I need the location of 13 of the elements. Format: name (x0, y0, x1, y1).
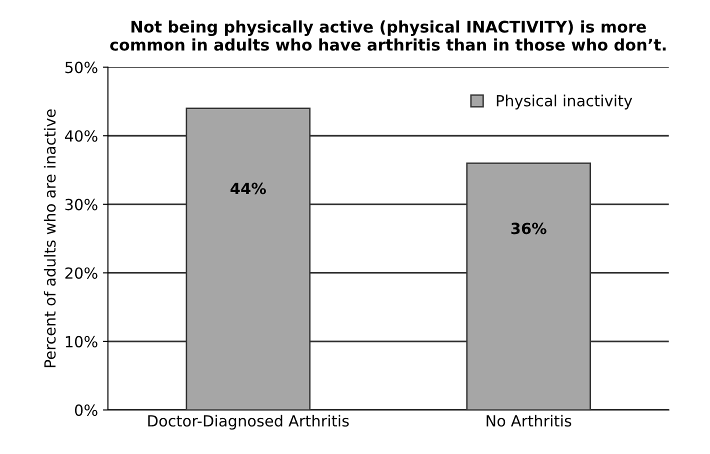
x-tick-label: No Arthritis (486, 414, 572, 427)
y-axis-title: Percent of adults who are inactive (44, 109, 56, 368)
y-tick-label: 50% (65, 62, 98, 74)
data-label: 36% (511, 222, 546, 234)
x-tick-label: Doctor-Diagnosed Arthritis (148, 414, 349, 430)
legend-label: Physical inactivity (496, 94, 632, 110)
y-tick-label: 10% (66, 336, 98, 348)
data-label: 44% (230, 182, 266, 194)
y-tick-label: 30% (65, 198, 98, 210)
chart-title: Not being physically active (physical INACTIVITY) is more common in adults who have arthritis than in those who don’t. (110, 20, 666, 51)
y-tick-label: 40% (64, 130, 98, 142)
y-tick-label: 20% (65, 267, 98, 279)
y-tick-label: 0% (74, 404, 98, 416)
